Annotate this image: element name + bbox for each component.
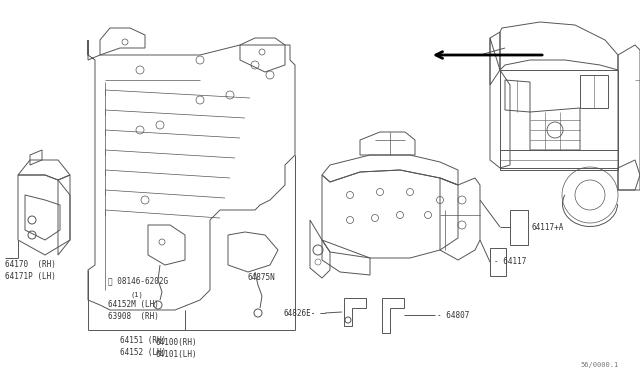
Text: (1): (1) [130, 292, 143, 298]
Text: 64170  (RH): 64170 (RH) [5, 260, 56, 269]
Text: 64101(LH): 64101(LH) [155, 350, 196, 359]
Text: Ⓑ 08146-6202G: Ⓑ 08146-6202G [108, 276, 168, 285]
Text: 56/0000.1: 56/0000.1 [580, 362, 618, 368]
Text: 64826E-: 64826E- [284, 308, 316, 317]
Text: 64875N: 64875N [248, 273, 276, 282]
Text: - 64117: - 64117 [494, 257, 526, 266]
Text: 64117+A: 64117+A [532, 222, 564, 231]
Text: 64171P (LH): 64171P (LH) [5, 273, 56, 282]
Text: 63908  (RH): 63908 (RH) [108, 312, 159, 321]
Text: - 64807: - 64807 [437, 311, 469, 320]
Text: 64152M (LH): 64152M (LH) [108, 301, 159, 310]
Text: 64152 (LH): 64152 (LH) [120, 349, 166, 357]
Text: 64151 (RH): 64151 (RH) [120, 336, 166, 344]
Text: 64100(RH): 64100(RH) [155, 337, 196, 346]
